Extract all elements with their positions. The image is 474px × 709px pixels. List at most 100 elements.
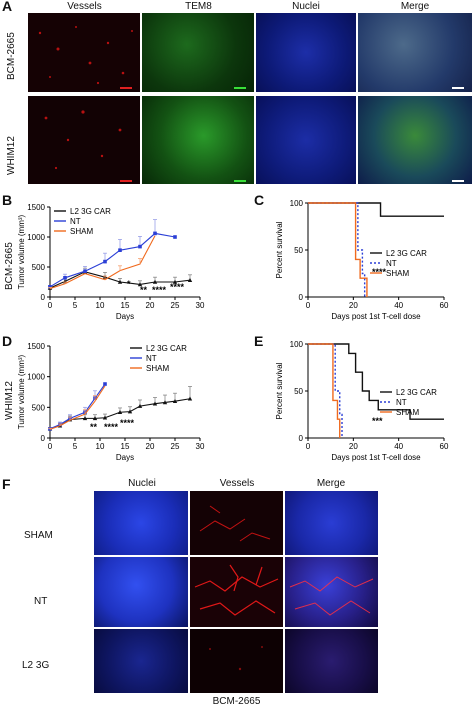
data-point [152,279,158,284]
panel-f-letter: F [2,476,11,492]
series-line-sham [308,202,368,297]
data-point [172,399,178,403]
micrograph-a-merge-bcm [358,13,472,92]
micrograph-f-vessels-nt [190,557,283,627]
data-point [82,416,88,421]
legend-entry: NT [146,354,157,363]
data-point [118,248,122,252]
data-point [127,409,133,414]
legend-entry: L2 3G CAR [386,249,427,258]
panel-a-row-whim12: WHIM12 [6,136,17,175]
data-point [187,396,193,401]
y-tick-label: 0 [299,293,304,302]
y-tick-label: 1000 [27,373,45,382]
data-point [162,400,168,405]
panel-f-col-vessels: Vessels [219,478,255,489]
data-point [137,403,143,408]
micrograph-a-nuclei-bcm [256,13,356,92]
chart-b-tumor-volume: 0 5 10 15 20 25 30 0 500 1000 1500 Days Tumor volume… [17,203,205,321]
series-line-nt [49,232,176,288]
panel-b-letter: B [2,192,13,208]
y-tick-label: 1500 [27,203,45,212]
y-tick-label: 1500 [27,342,45,351]
chart-e-survival: 0 20 40 60 0 50 100 Days post 1st T-cell dose Pe… [275,340,449,462]
significance-annotation: ** [140,285,148,295]
panel-a-row-bcm2665: BCM-2665 [6,32,17,80]
data-point [92,416,98,421]
x-axis-label: Days [116,453,134,462]
data-point [187,278,193,282]
y-axis-label: Tumor volume (mm³) [17,214,26,289]
x-tick-label: 20 [349,301,358,310]
panel-c-letter: C [254,192,265,208]
micrograph-a-tem8-bcm [142,13,254,92]
micrograph-f-merge-l23g [285,629,378,693]
micrograph-f-vessels-l23g [190,629,283,693]
panel-f-row-sham: SHAM [24,530,53,541]
y-tick-label: 1000 [27,233,45,242]
panel-f-row-l23g: L2 3G [22,660,50,671]
legend-entry: NT [396,398,407,407]
legend-entry: SHAM [396,408,419,417]
legend-entry: L2 3G CAR [396,388,437,397]
series-line-l2-3g-car [308,343,444,420]
micrograph-f-vessels-sham [190,491,283,555]
x-tick-label: 5 [73,442,78,451]
x-tick-label: 20 [146,301,155,310]
data-point [48,285,52,289]
x-tick-label: 20 [349,442,358,451]
legend-entry: SHAM [146,364,169,373]
significance-annotation: **** [104,422,119,432]
x-tick-label: 0 [306,442,311,451]
series-line-sham [49,385,106,430]
x-tick-label: 30 [196,442,205,451]
y-tick-label: 0 [41,434,46,443]
data-point [173,235,177,239]
micrograph-f-merge-sham [285,491,378,555]
y-tick-label: 500 [32,403,46,412]
y-tick-label: 50 [294,246,303,255]
x-tick-label: 15 [121,442,130,451]
y-tick-label: 50 [294,387,303,396]
micrograph-f-nuclei-nt [94,557,188,627]
legend-entry: NT [386,259,397,268]
micrograph-a-nuclei-whim [256,96,356,184]
y-tick-label: 500 [32,263,46,272]
x-tick-label: 20 [146,442,155,451]
data-point [137,282,143,287]
panel-a-col-tem8: TEM8 [185,1,212,12]
x-tick-label: 10 [96,301,105,310]
x-axis-label: Days post 1st T-cell dose [331,453,421,462]
data-point [117,410,123,415]
panel-f-footer: BCM-2665 [212,696,261,707]
panel-a-letter: A [2,0,13,14]
data-point [153,231,157,236]
micrograph-f-nuclei-sham [94,491,188,555]
significance-annotation: **** [152,285,167,295]
x-tick-label: 60 [440,301,449,310]
panel-f-col-merge: Merge [316,478,346,489]
y-tick-label: 100 [290,340,304,349]
series-line-sham [308,343,341,438]
micrograph-f-nuclei-l23g [94,629,188,693]
micrograph-a-vessels-whim [28,96,140,184]
data-point [83,269,87,273]
x-tick-label: 5 [73,301,78,310]
significance-annotation: **** [372,267,387,277]
series-line-nt [308,343,343,438]
series-line-nt [308,202,366,297]
data-point [102,415,108,420]
x-tick-label: 40 [394,301,403,310]
data-point [172,279,178,284]
micrograph-a-merge-whim [358,96,472,184]
data-point [152,401,158,406]
x-tick-label: 40 [394,442,403,451]
legend-entry: NT [70,217,81,226]
chart-c-survival: 0 20 40 60 0 50 100 Days post 1st T-cell dose Pe… [275,199,449,321]
legend-entry: SHAM [386,269,409,278]
y-axis-label: Tumor volume (mm³) [17,354,26,429]
y-tick-label: 0 [41,293,46,302]
x-axis-label: Days [116,312,134,321]
x-axis-label: Days post 1st T-cell dose [331,312,421,321]
panel-e-letter: E [254,333,264,349]
